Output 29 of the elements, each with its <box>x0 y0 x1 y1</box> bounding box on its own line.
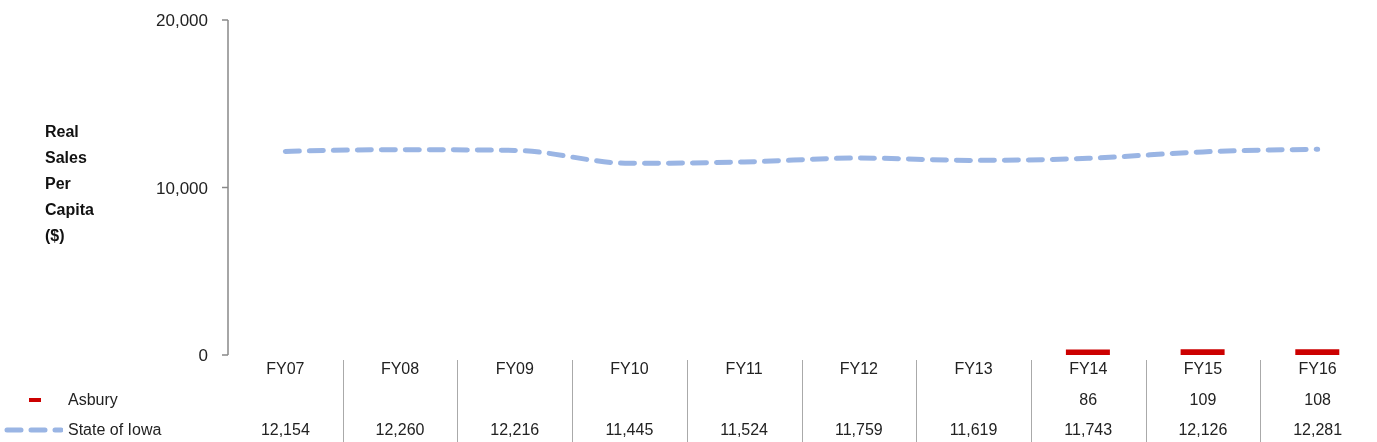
legend-label: State of Iowa <box>68 420 162 440</box>
data-label: 12,126 <box>1178 421 1228 438</box>
y-tick-label: 10,000 <box>156 178 208 198</box>
x-tick-label: FY11 <box>725 360 763 378</box>
data-label: 108 <box>1304 391 1331 408</box>
data-label: 12,154 <box>260 421 310 438</box>
x-tick-label: FY08 <box>380 360 420 378</box>
data-label: 11,445 <box>605 421 654 438</box>
x-tick-label: FY15 <box>1183 360 1223 378</box>
y-axis-title: Real Sales Per Capita ($) <box>45 122 95 246</box>
data-label: 12,281 <box>1293 421 1343 438</box>
data-label: 109 <box>1189 391 1217 408</box>
data-label: 86 <box>1079 391 1098 408</box>
y-tick-label: 20,000 <box>156 11 208 31</box>
legend-label: Asbury <box>68 390 118 410</box>
x-tick-label: FY14 <box>1069 360 1108 378</box>
x-tick-label: FY09 <box>495 360 534 378</box>
data-label: 11,524 <box>720 421 769 438</box>
x-tick-label: FY10 <box>610 360 649 378</box>
data-label: 11,619 <box>949 421 998 438</box>
data-label: 11,759 <box>834 421 883 438</box>
data-label: 12,260 <box>375 421 425 438</box>
data-label: 12,216 <box>490 421 540 438</box>
x-tick-label: FY07 <box>266 360 305 378</box>
x-tick-label: FY13 <box>954 360 993 378</box>
y-tick-label: 0 <box>198 346 208 366</box>
x-tick-label: FY12 <box>839 360 879 378</box>
x-tick-label: FY16 <box>1298 360 1337 378</box>
data-label: 11,743 <box>1064 421 1113 438</box>
